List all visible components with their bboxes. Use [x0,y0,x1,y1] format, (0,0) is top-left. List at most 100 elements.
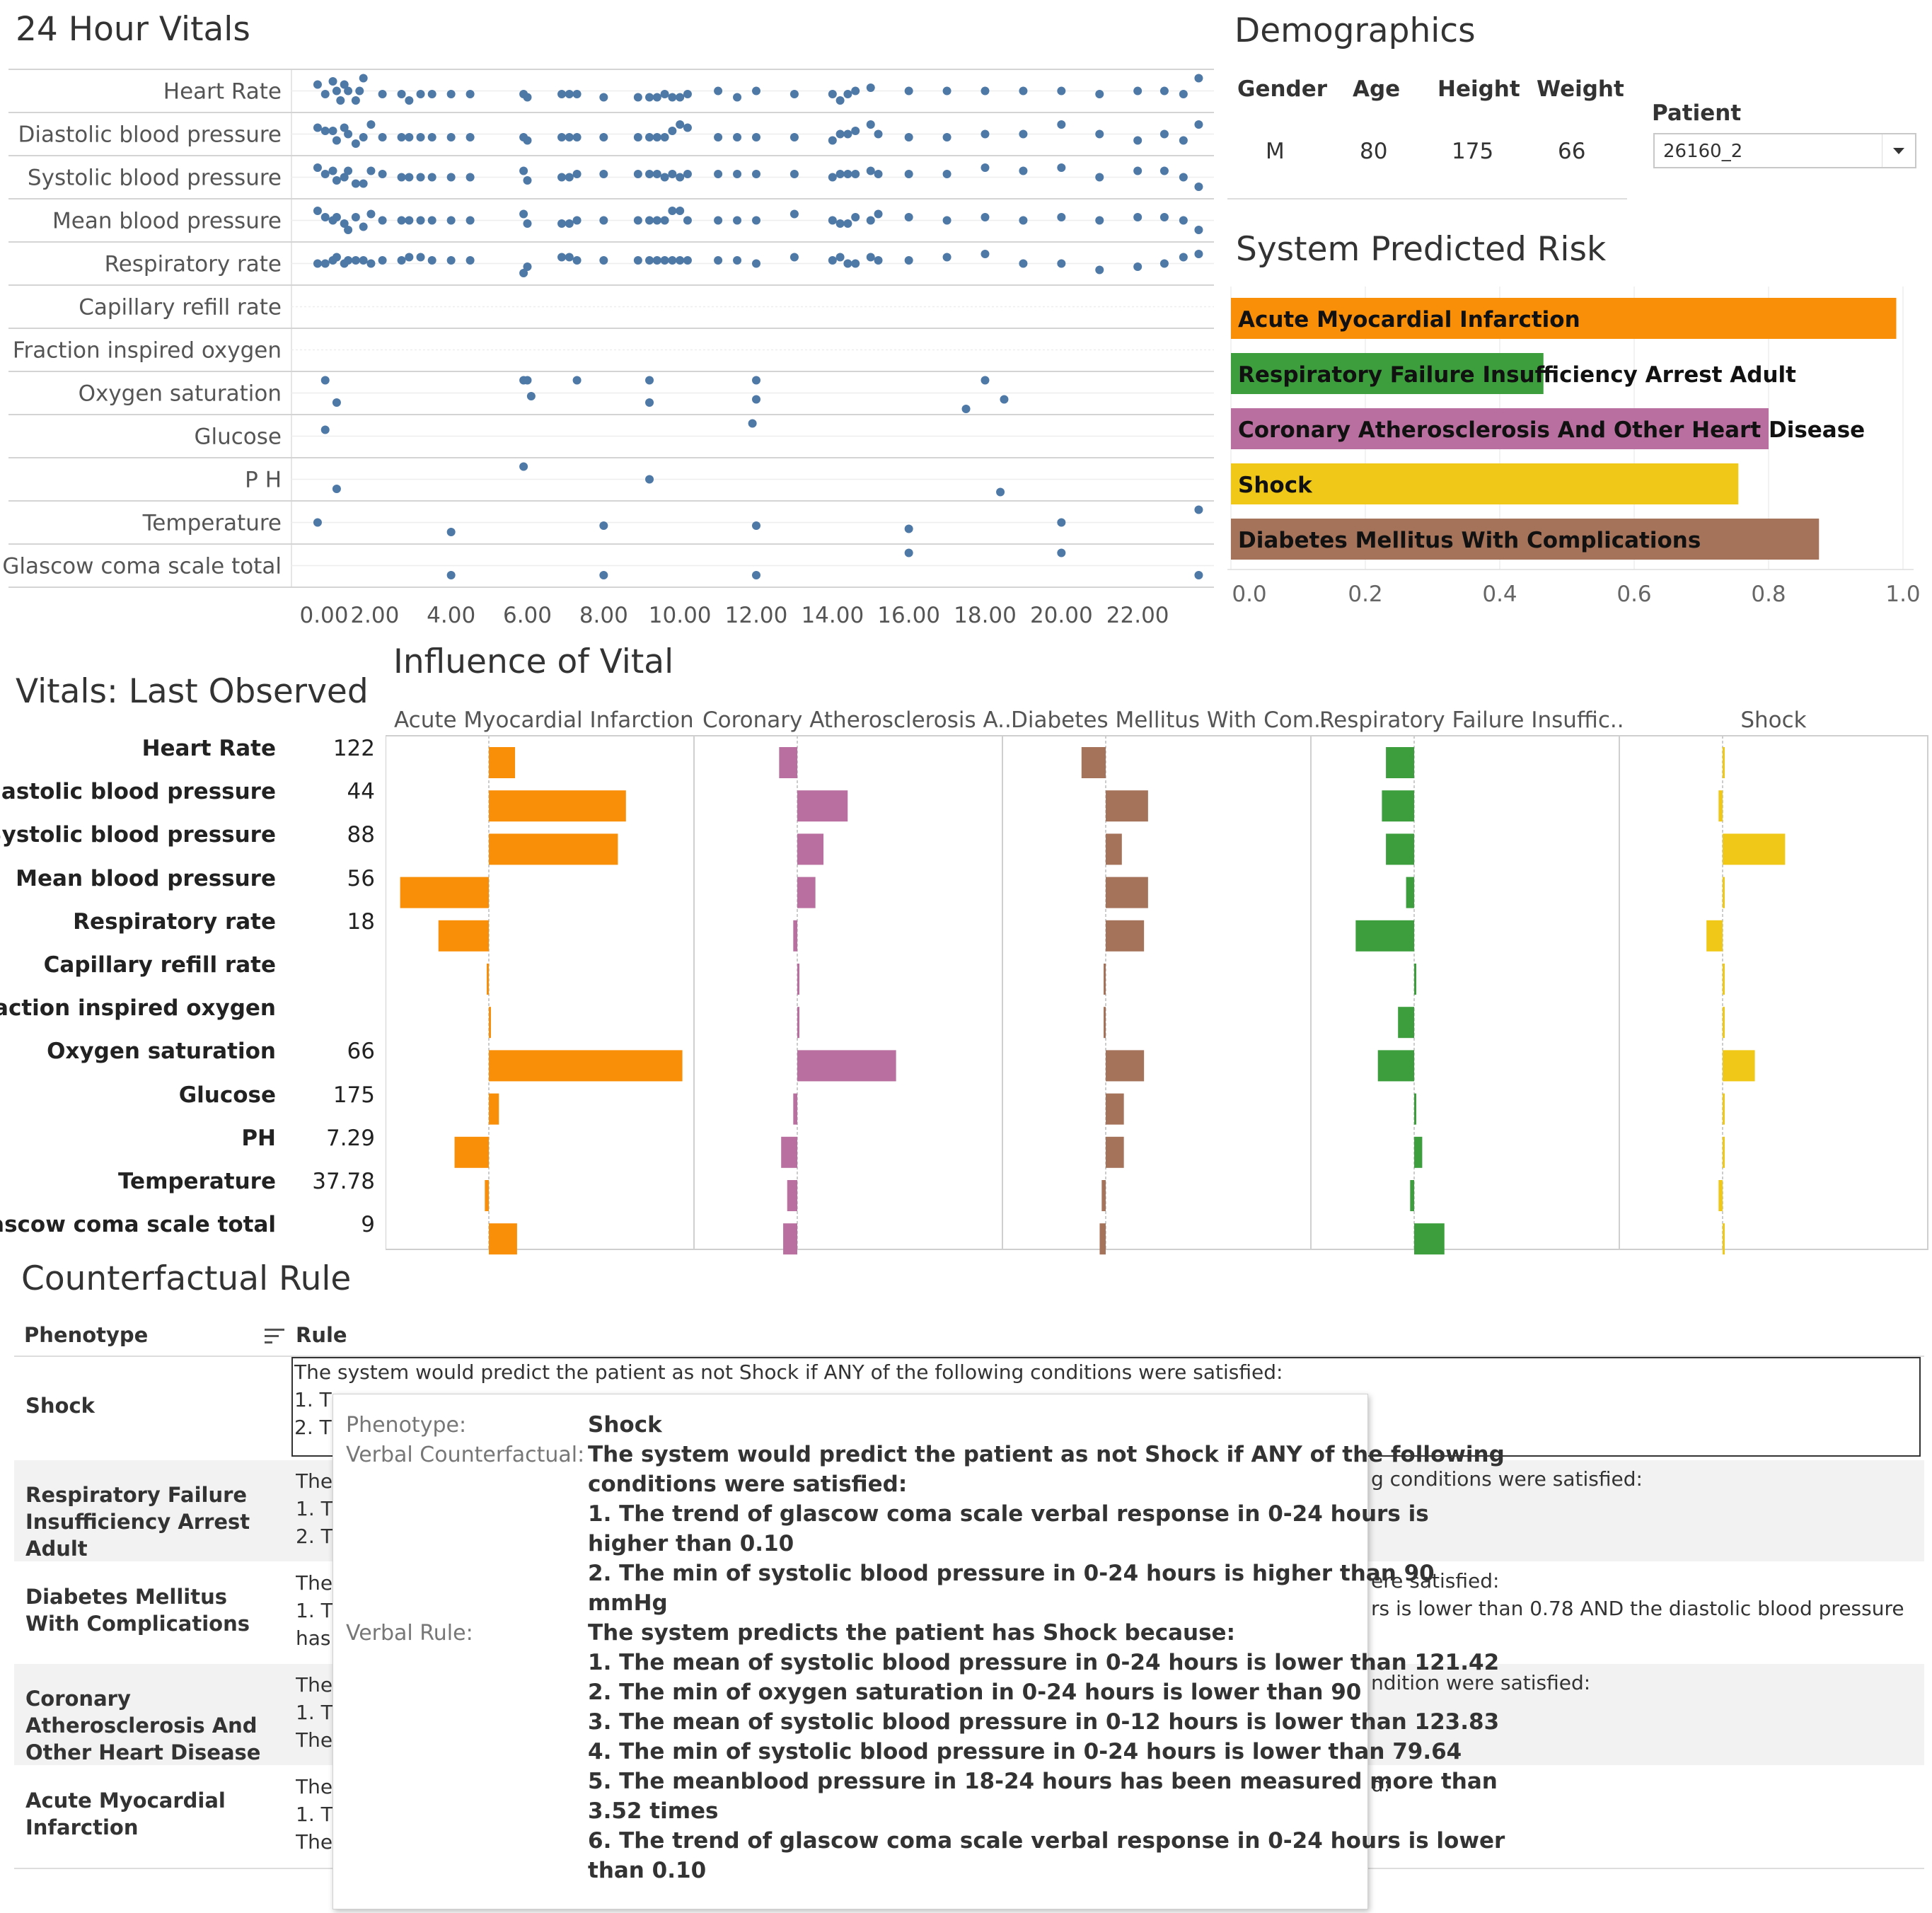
vitals24-point[interactable] [828,256,837,265]
vitals24-point[interactable] [446,133,456,141]
vitals24-point[interactable] [789,90,799,98]
vitals24-point[interactable] [752,395,760,404]
vitals24-point[interactable] [359,74,368,83]
vitals24-point[interactable] [874,129,883,139]
vitals24-point[interactable] [652,216,661,225]
vitals24-point[interactable] [1019,129,1028,139]
vitals24-point[interactable] [1057,163,1066,172]
influence-bar[interactable] [787,1180,797,1211]
vitals24-point[interactable] [340,219,349,228]
vitals24-point[interactable] [344,226,353,234]
vitals24-point[interactable] [344,129,353,139]
influence-bar[interactable] [793,920,797,952]
vitals24-point[interactable] [519,166,528,175]
vitals24-point[interactable] [714,256,723,265]
vitals24-point[interactable] [378,256,387,265]
cf-row[interactable]: Diabetes Mellitus With Complications The 1… [14,1562,1924,1663]
vitals24-point[interactable] [683,170,692,178]
vitals24-point[interactable] [519,209,528,219]
vitals24-point[interactable] [752,133,760,141]
influence-bar[interactable] [1723,1050,1755,1082]
vitals24-point[interactable] [942,253,951,262]
vitals24-point[interactable] [405,216,414,225]
vitals24-point[interactable] [446,90,456,98]
vitals24-point[interactable] [752,259,760,268]
vitals24-point[interactable] [942,86,951,96]
vitals24-point[interactable] [416,90,425,98]
influence-bar[interactable] [1414,1093,1416,1125]
vitals24-point[interactable] [332,176,341,185]
vitals24-point[interactable] [981,163,990,172]
influence-bar[interactable] [400,877,489,908]
vitals24-point[interactable] [572,170,582,178]
vitals24-point[interactable] [1194,250,1203,258]
vitals24-point[interactable] [733,256,742,265]
vitals24-point[interactable] [565,133,574,141]
influence-bar[interactable] [1398,1007,1414,1039]
vitals24-point[interactable] [633,170,642,178]
risk-bar[interactable] [1231,408,1769,449]
vitals24-point[interactable] [645,376,654,385]
influence-bar[interactable] [1104,964,1106,995]
influence-bar[interactable] [1723,833,1786,865]
vitals24-point[interactable] [676,93,685,102]
vitals24-point[interactable] [366,166,376,175]
sort-icon[interactable] [265,1329,284,1346]
vitals24-point[interactable] [1159,166,1169,175]
vitals24-point[interactable] [405,173,414,182]
vitals24-point[interactable] [313,518,322,527]
influence-bar[interactable] [489,1093,499,1125]
vitals24-point[interactable] [789,133,799,141]
vitals24-point[interactable] [1194,183,1203,191]
vitals24-point[interactable] [344,86,353,96]
influence-bar[interactable] [1106,920,1145,952]
influence-bar[interactable] [487,964,489,995]
vitals24-point[interactable] [599,571,608,579]
vitals24-point[interactable] [572,376,582,385]
cf-col-rule[interactable]: Rule [296,1323,347,1347]
risk-bar[interactable] [1231,463,1739,504]
vitals24-point[interactable] [313,207,322,215]
influence-bar[interactable] [489,1050,683,1082]
vitals24-point[interactable] [733,93,742,102]
vitals24-point[interactable] [660,173,669,182]
influence-bar[interactable] [1723,964,1725,995]
influence-bar[interactable] [1414,1136,1423,1168]
vitals24-point[interactable] [1159,213,1169,221]
vitals24-point[interactable] [1057,213,1066,221]
vitals24-point[interactable] [904,86,913,96]
vitals24-point[interactable] [599,170,608,178]
influence-bar[interactable] [1414,964,1416,995]
influence-bar[interactable] [1406,877,1414,908]
vitals24-point[interactable] [981,250,990,258]
vitals24-point[interactable] [465,216,475,225]
vitals24-point[interactable] [683,123,692,132]
vitals24-point[interactable] [366,259,376,268]
vitals24-point[interactable] [1019,216,1028,225]
vitals24-point[interactable] [378,133,387,141]
vitals24-point[interactable] [1194,120,1203,129]
vitals24-point[interactable] [981,376,990,385]
influence-bar[interactable] [793,1093,797,1125]
vitals24-point[interactable] [652,256,661,265]
vitals24-point[interactable] [378,90,387,98]
influence-bar[interactable] [1106,790,1148,822]
influence-bar[interactable] [1106,1093,1124,1125]
vitals24-point[interactable] [378,216,387,225]
influence-bar[interactable] [1081,747,1106,778]
vitals24-point[interactable] [557,90,567,98]
vitals24-point[interactable] [828,90,837,98]
vitals24-point[interactable] [465,90,475,98]
vitals24-point[interactable] [340,173,349,182]
vitals24-point[interactable] [676,256,685,265]
vitals24-point[interactable] [427,90,436,98]
vitals24-point[interactable] [1133,86,1143,96]
vitals24-point[interactable] [320,213,330,221]
vitals24-point[interactable] [359,179,368,188]
cf-row[interactable]: Acute Myocardial Infarction The 1. T The d: [14,1766,1924,1867]
vitals24-point[interactable] [660,90,669,98]
influence-bar[interactable] [781,1136,797,1168]
vitals24-point[interactable] [652,93,661,102]
influence-chart[interactable]: Acute Myocardial Infarction Coronary Athe… [386,700,1932,1259]
vitals24-point[interactable] [851,86,860,96]
